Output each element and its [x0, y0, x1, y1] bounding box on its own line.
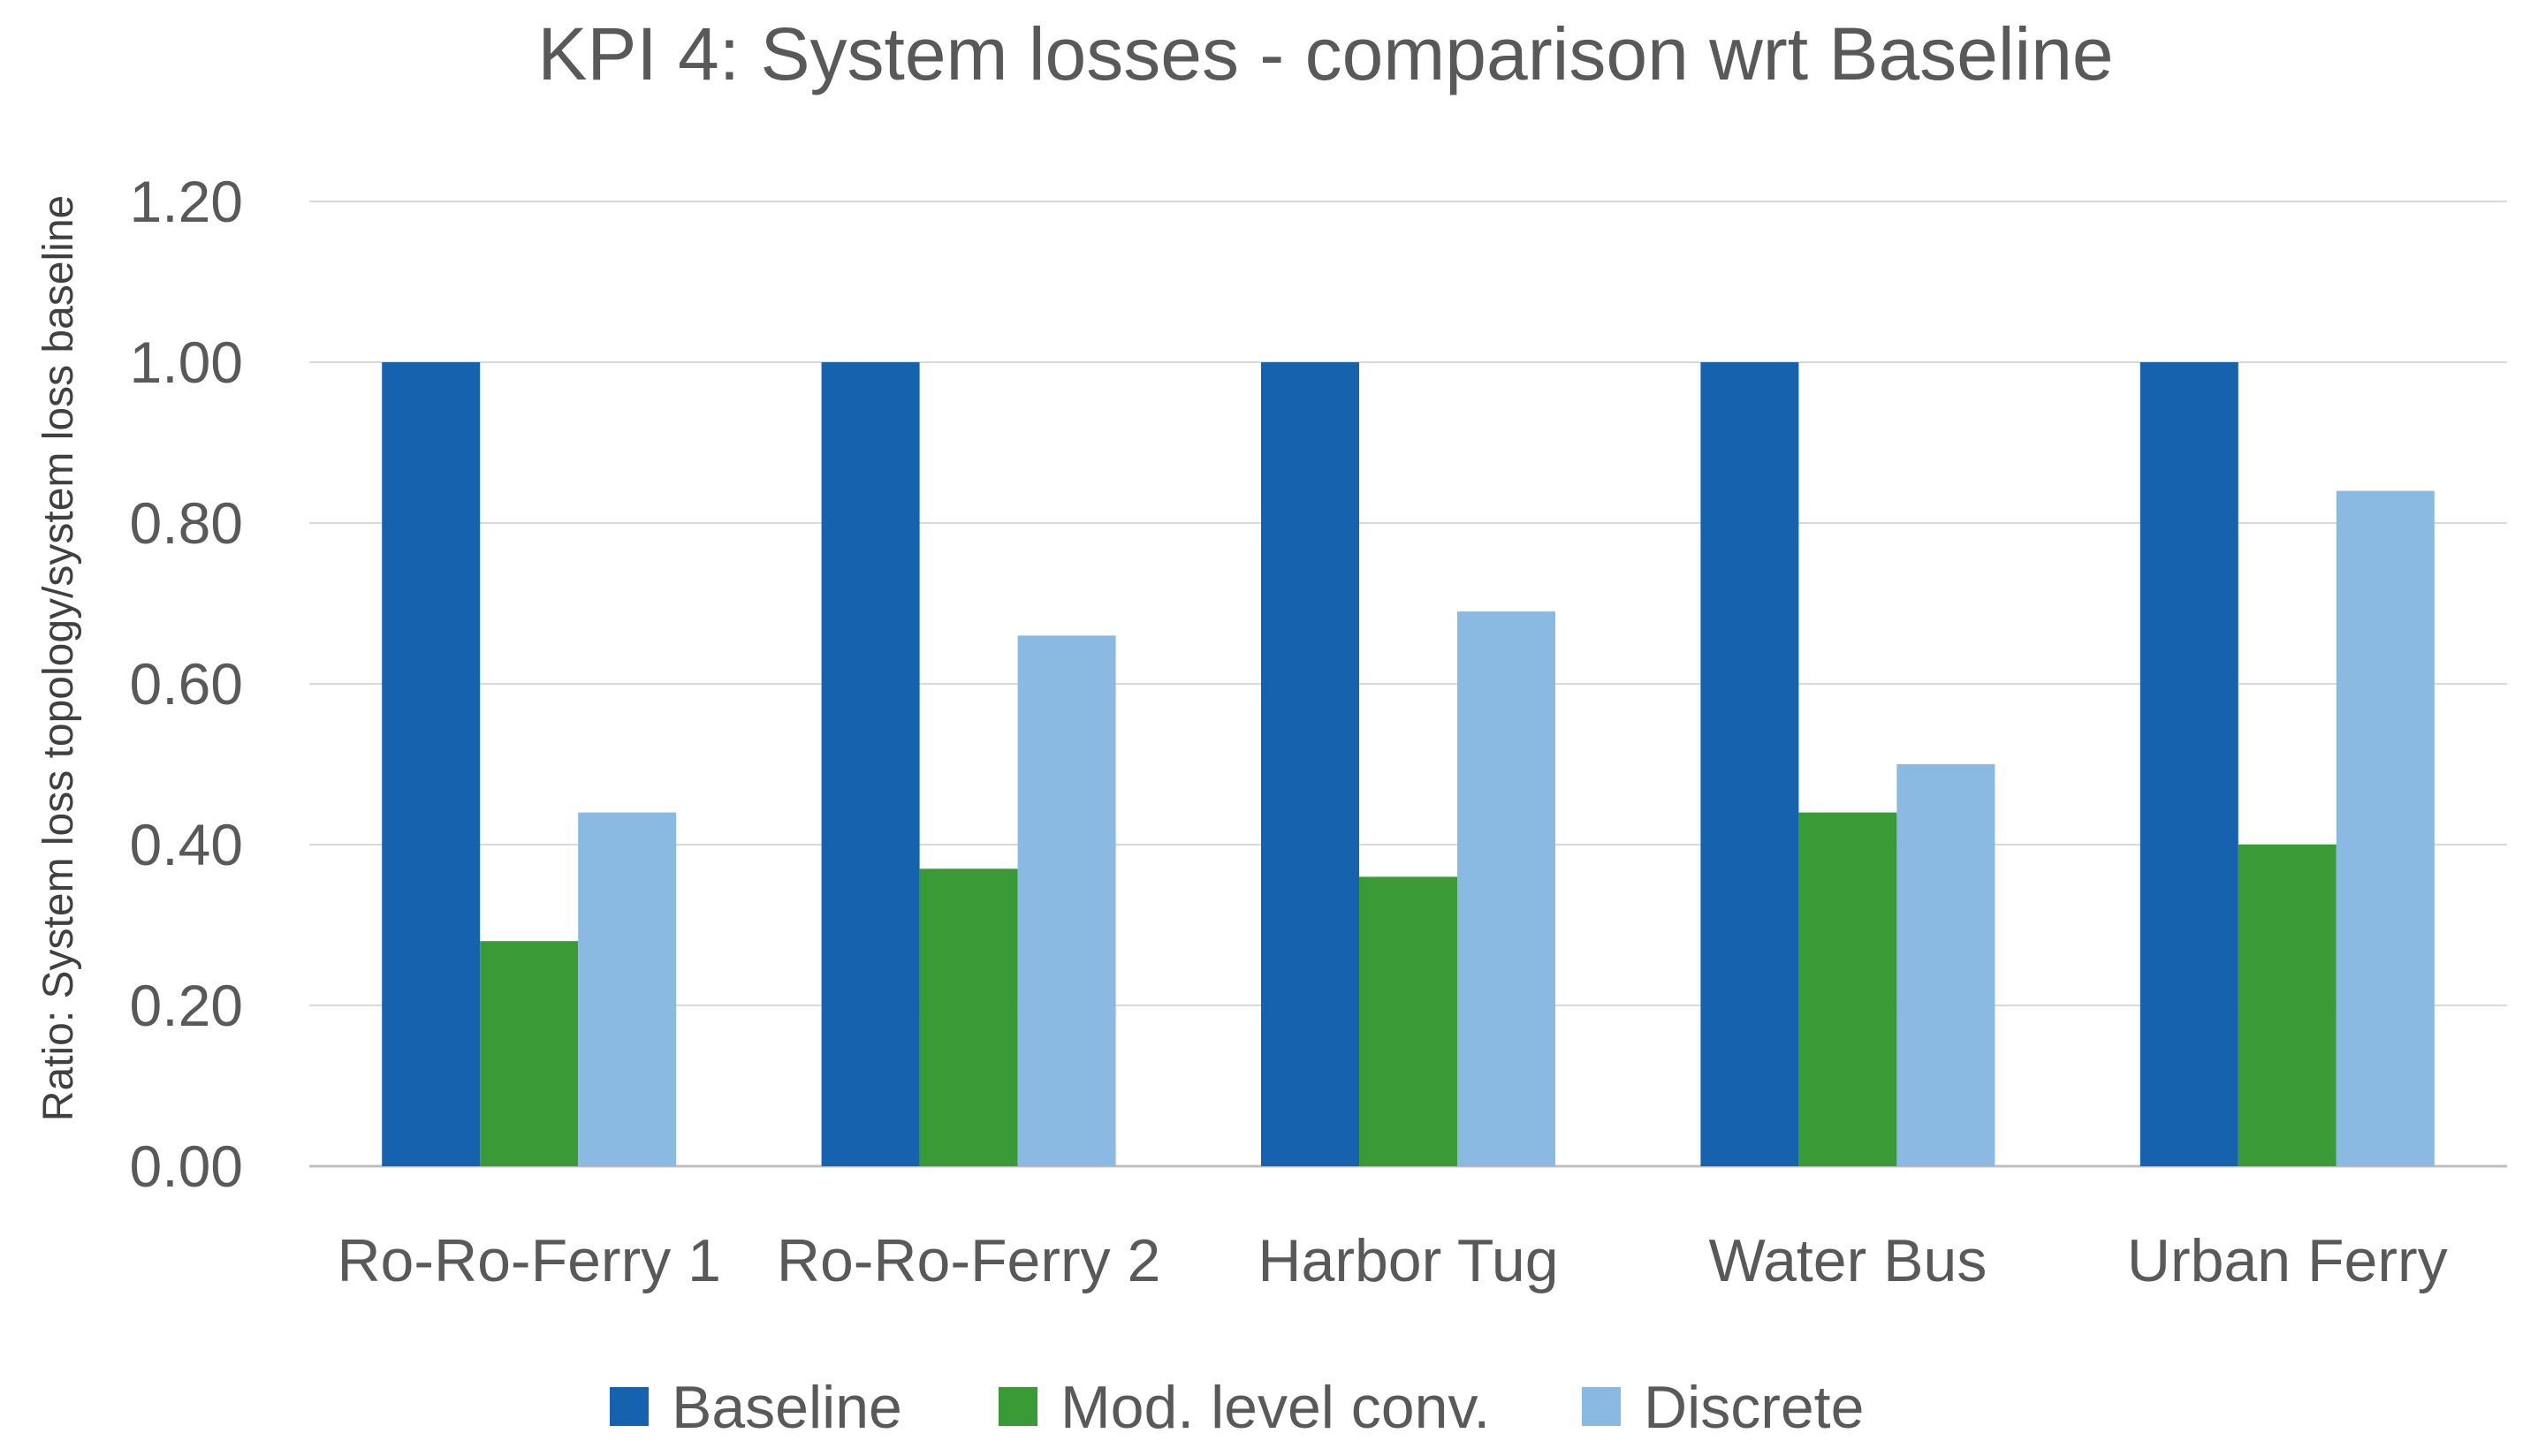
- bar-baseline: [2139, 362, 2238, 1166]
- y-tick-label: 0.20: [130, 973, 243, 1038]
- legend-label: Discrete: [1644, 1374, 1864, 1441]
- y-tick-label: 0.60: [130, 651, 243, 717]
- y-tick-label: 1.00: [130, 330, 243, 395]
- x-tick-label: Water Bus: [1708, 1227, 1987, 1294]
- bar-discrete: [578, 812, 677, 1166]
- bar-mod-level-conv: [919, 868, 1018, 1166]
- legend-label: Mod. level conv.: [1060, 1374, 1490, 1441]
- y-tick-label: 0.40: [130, 812, 243, 877]
- legend-swatch: [610, 1387, 649, 1426]
- bar-mod-level-conv: [2238, 845, 2337, 1166]
- bar-mod-level-conv: [480, 941, 579, 1166]
- bar-discrete: [2336, 490, 2435, 1166]
- x-tick-label: Ro-Ro-Ferry 1: [337, 1227, 721, 1294]
- bar-discrete: [1017, 635, 1116, 1166]
- bar-discrete: [1896, 764, 1995, 1166]
- x-tick-label: Urban Ferry: [2127, 1227, 2448, 1294]
- legend-swatch: [1582, 1387, 1621, 1426]
- bar-baseline: [821, 362, 920, 1166]
- bar-discrete: [1457, 611, 1555, 1166]
- bar-baseline: [1261, 362, 1359, 1166]
- y-tick-label: 0.80: [130, 490, 243, 556]
- y-tick-label: 0.00: [130, 1134, 243, 1199]
- bar-baseline: [382, 362, 481, 1166]
- legend-swatch: [999, 1387, 1037, 1426]
- x-tick-label: Harbor Tug: [1258, 1227, 1558, 1294]
- y-tick-label: 1.20: [130, 169, 243, 234]
- chart-title: KPI 4: System losses - comparison wrt Ba…: [537, 12, 2113, 95]
- x-tick-label: Ro-Ro-Ferry 2: [777, 1227, 1161, 1294]
- legend-label: Baseline: [672, 1374, 902, 1441]
- bar-mod-level-conv: [1798, 812, 1897, 1166]
- y-axis-label: Ratio: System loss topology/system loss …: [35, 195, 82, 1121]
- bar-baseline: [1700, 362, 1799, 1166]
- bar-mod-level-conv: [1359, 876, 1457, 1166]
